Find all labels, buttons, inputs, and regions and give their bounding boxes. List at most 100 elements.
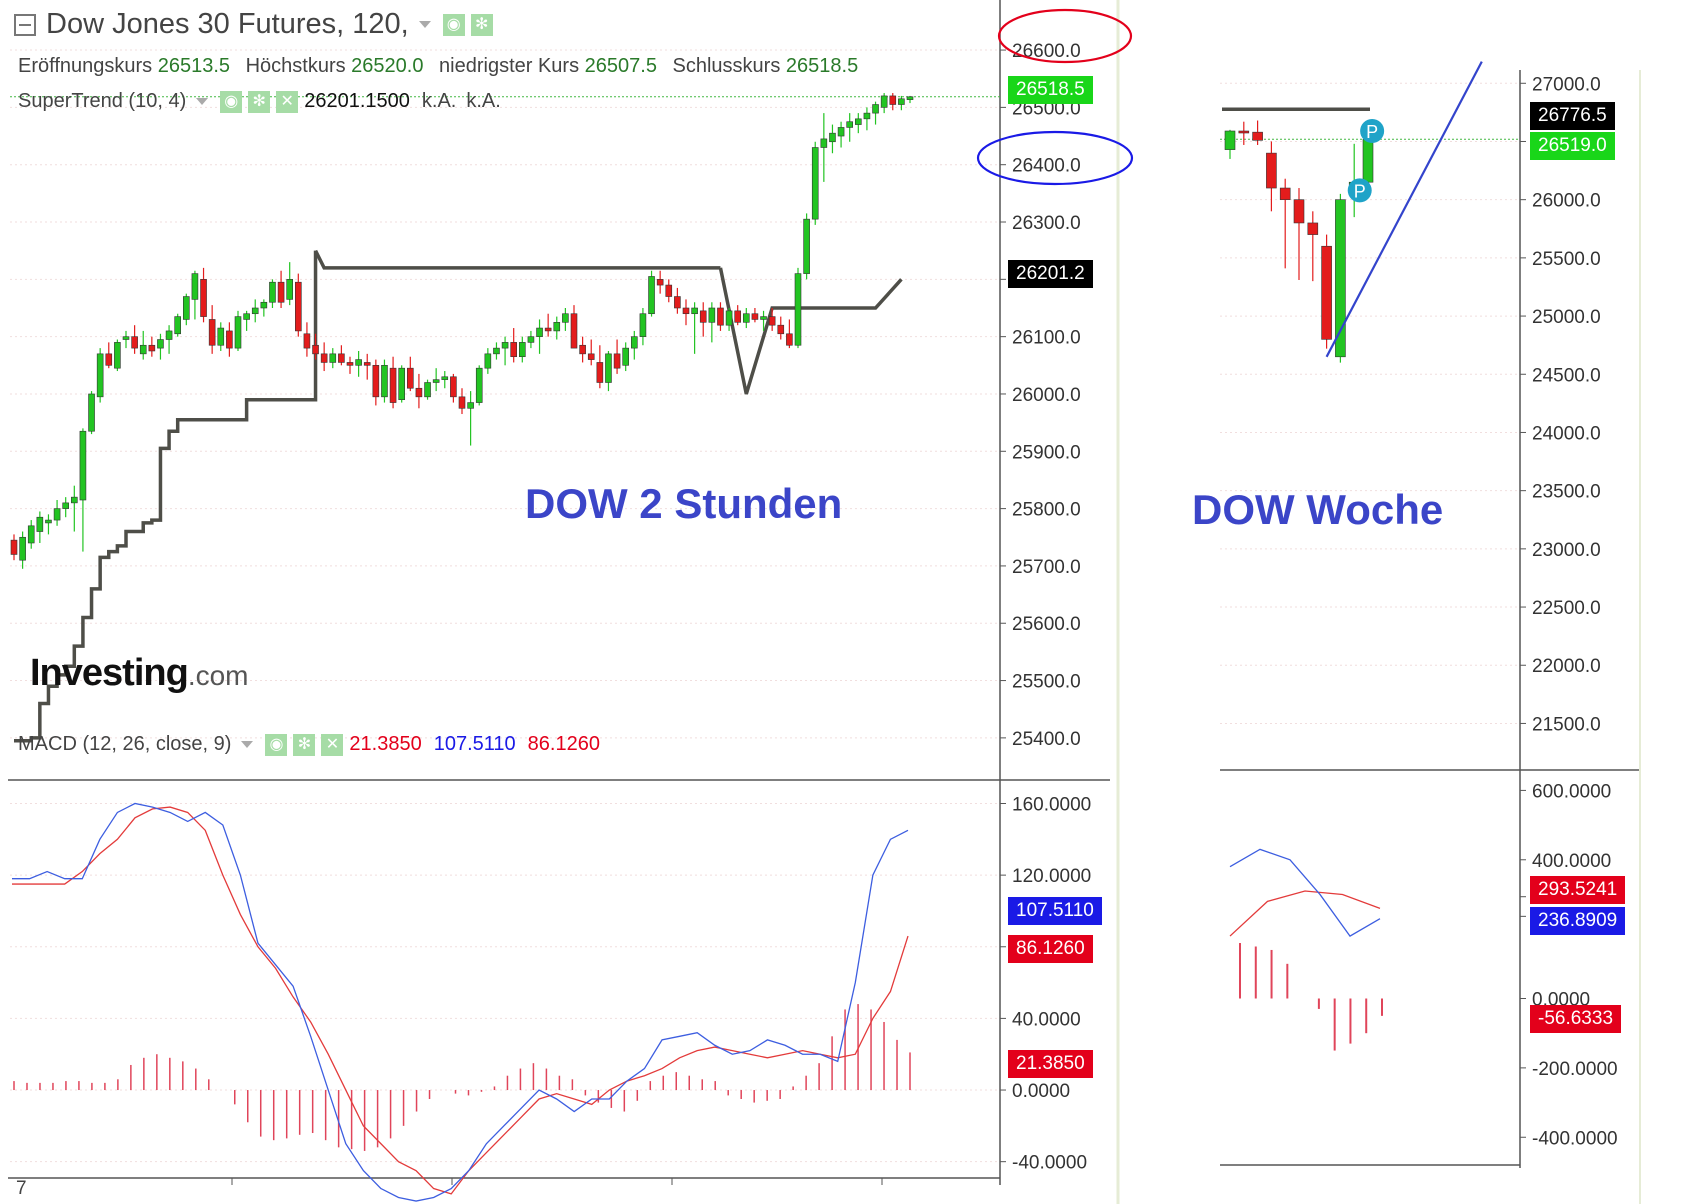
candle-body <box>656 279 664 286</box>
weekly-candle-body <box>1266 152 1277 189</box>
right-y-tick-label: 25000.0 <box>1532 307 1601 328</box>
candle-body <box>777 324 785 335</box>
candle-body <box>174 316 181 335</box>
y-tick-label: 25700.0 <box>1012 557 1081 578</box>
left-histogram-tag: 21.3850 <box>1008 1050 1093 1078</box>
weekly-candle-body <box>1252 131 1263 141</box>
candle-body <box>363 362 371 366</box>
candle-body <box>725 310 733 326</box>
candle-body <box>639 313 647 337</box>
logo-domain: .com <box>187 660 249 691</box>
chevron-down-icon[interactable] <box>418 21 431 28</box>
candle-body <box>811 147 819 220</box>
gear-icon[interactable]: ✻ <box>470 13 493 36</box>
left-macd-panel: 160.0000120.000080.000040.00000.0000-40.… <box>10 794 1091 1202</box>
left-last-price-tag: 26518.5 <box>1008 76 1093 104</box>
eye-icon[interactable]: ◉ <box>265 733 288 756</box>
right-y-tick-label: 27000.0 <box>1532 74 1601 95</box>
right-y-tick-label: 21500.0 <box>1532 714 1601 735</box>
candle-body <box>200 279 207 317</box>
supertrend-tail-line <box>718 267 903 395</box>
support-trendline <box>1325 61 1483 358</box>
weekly-candle-body <box>1238 130 1250 134</box>
candle-body <box>139 344 147 355</box>
candle-body <box>889 95 897 105</box>
candle-body <box>381 365 388 398</box>
chevron-down-icon[interactable] <box>241 741 254 748</box>
eye-icon[interactable]: ◉ <box>220 90 243 113</box>
close-icon[interactable]: ✕ <box>321 733 344 756</box>
eye-icon[interactable]: ◉ <box>442 13 465 36</box>
candle-body <box>786 333 793 346</box>
macd-signal-line <box>12 806 909 1195</box>
candle-body <box>53 508 61 521</box>
candle-body <box>79 430 87 501</box>
pivot-marker-label: P <box>1354 181 1366 201</box>
candle-body <box>27 525 35 544</box>
candle-body <box>837 127 845 137</box>
right-y-tick-label: 25500.0 <box>1532 249 1601 270</box>
close-icon[interactable]: ✕ <box>276 90 299 113</box>
right-histogram-tag: -56.6333 <box>1530 1005 1622 1033</box>
candle-body <box>372 365 380 398</box>
candle-body <box>467 402 474 409</box>
candle-body <box>312 344 319 355</box>
candle-body <box>829 132 836 143</box>
right-macd-tick-label: -400.0000 <box>1532 1128 1618 1149</box>
macd-y-tick-label: -40.0000 <box>1012 1153 1087 1174</box>
collapse-icon[interactable] <box>14 13 36 36</box>
left-macd-tag: 107.5110 <box>1008 897 1102 925</box>
right-signal-tag: 293.5241 <box>1530 876 1626 904</box>
candle-body <box>295 281 302 332</box>
left-supertrend-line <box>14 249 903 743</box>
macd-line-value: 107.5110 <box>433 733 516 755</box>
candle-body <box>415 387 423 398</box>
candle-body <box>682 307 690 315</box>
chart-title: Dow Jones 30 Futures, 120, <box>46 8 409 40</box>
right-chart-grid <box>1220 70 1641 1204</box>
weekly-candle-body <box>1279 187 1291 200</box>
candle-body <box>19 536 26 561</box>
supertrend-lower-line <box>14 250 318 743</box>
right-y-tick-label: 23000.0 <box>1532 540 1601 561</box>
candle-body <box>71 496 78 504</box>
candle-body <box>441 376 449 380</box>
candle-body <box>45 519 52 524</box>
candle-body <box>605 353 612 383</box>
gear-icon[interactable]: ✻ <box>248 90 271 113</box>
candle-body <box>906 96 914 100</box>
candle-body <box>579 344 586 355</box>
left-candles <box>10 93 914 569</box>
right-macd-signal-line <box>1229 890 1381 937</box>
chevron-down-icon[interactable] <box>196 98 209 105</box>
candle-body <box>208 319 216 346</box>
candle-body <box>553 322 561 332</box>
annotation-dow-woche: DOW Woche <box>1192 486 1444 533</box>
y-tick-label: 25500.0 <box>1012 672 1081 693</box>
ohlc-open-value: 26513.5 <box>157 55 231 77</box>
y-tick-label: 26400.0 <box>1012 156 1081 177</box>
supertrend-na-1: k.A. <box>421 90 457 112</box>
candle-body <box>570 313 578 349</box>
candle-body <box>320 353 328 363</box>
right-macd-tick-label: 400.0000 <box>1532 851 1611 872</box>
ohlc-open-label: Eröffnungskurs <box>18 55 153 77</box>
weekly-candle-body <box>1293 199 1305 224</box>
left-price-axis: 26600.026500.026400.026300.026200.026100… <box>231 41 1081 1185</box>
candle-body <box>674 296 681 309</box>
candle-body <box>501 342 509 349</box>
supertrend-legend: SuperTrend (10, 4) ◉ ✻ ✕ 26201.1500 k.A.… <box>18 90 501 113</box>
candle-body <box>708 307 716 323</box>
candle-body <box>898 98 905 105</box>
y-tick-label: 25400.0 <box>1012 729 1081 750</box>
right-macd-tick-label: 600.0000 <box>1532 781 1611 802</box>
candle-body <box>699 310 707 323</box>
candle-body <box>96 353 104 398</box>
gear-icon[interactable]: ✻ <box>293 733 316 756</box>
candle-body <box>260 301 268 309</box>
candle-body <box>183 296 190 320</box>
right-macd-tick-label: -200.0000 <box>1532 1059 1618 1080</box>
candle-body <box>855 118 862 125</box>
y-tick-label: 26600.0 <box>1012 41 1081 62</box>
candle-body <box>596 362 604 383</box>
